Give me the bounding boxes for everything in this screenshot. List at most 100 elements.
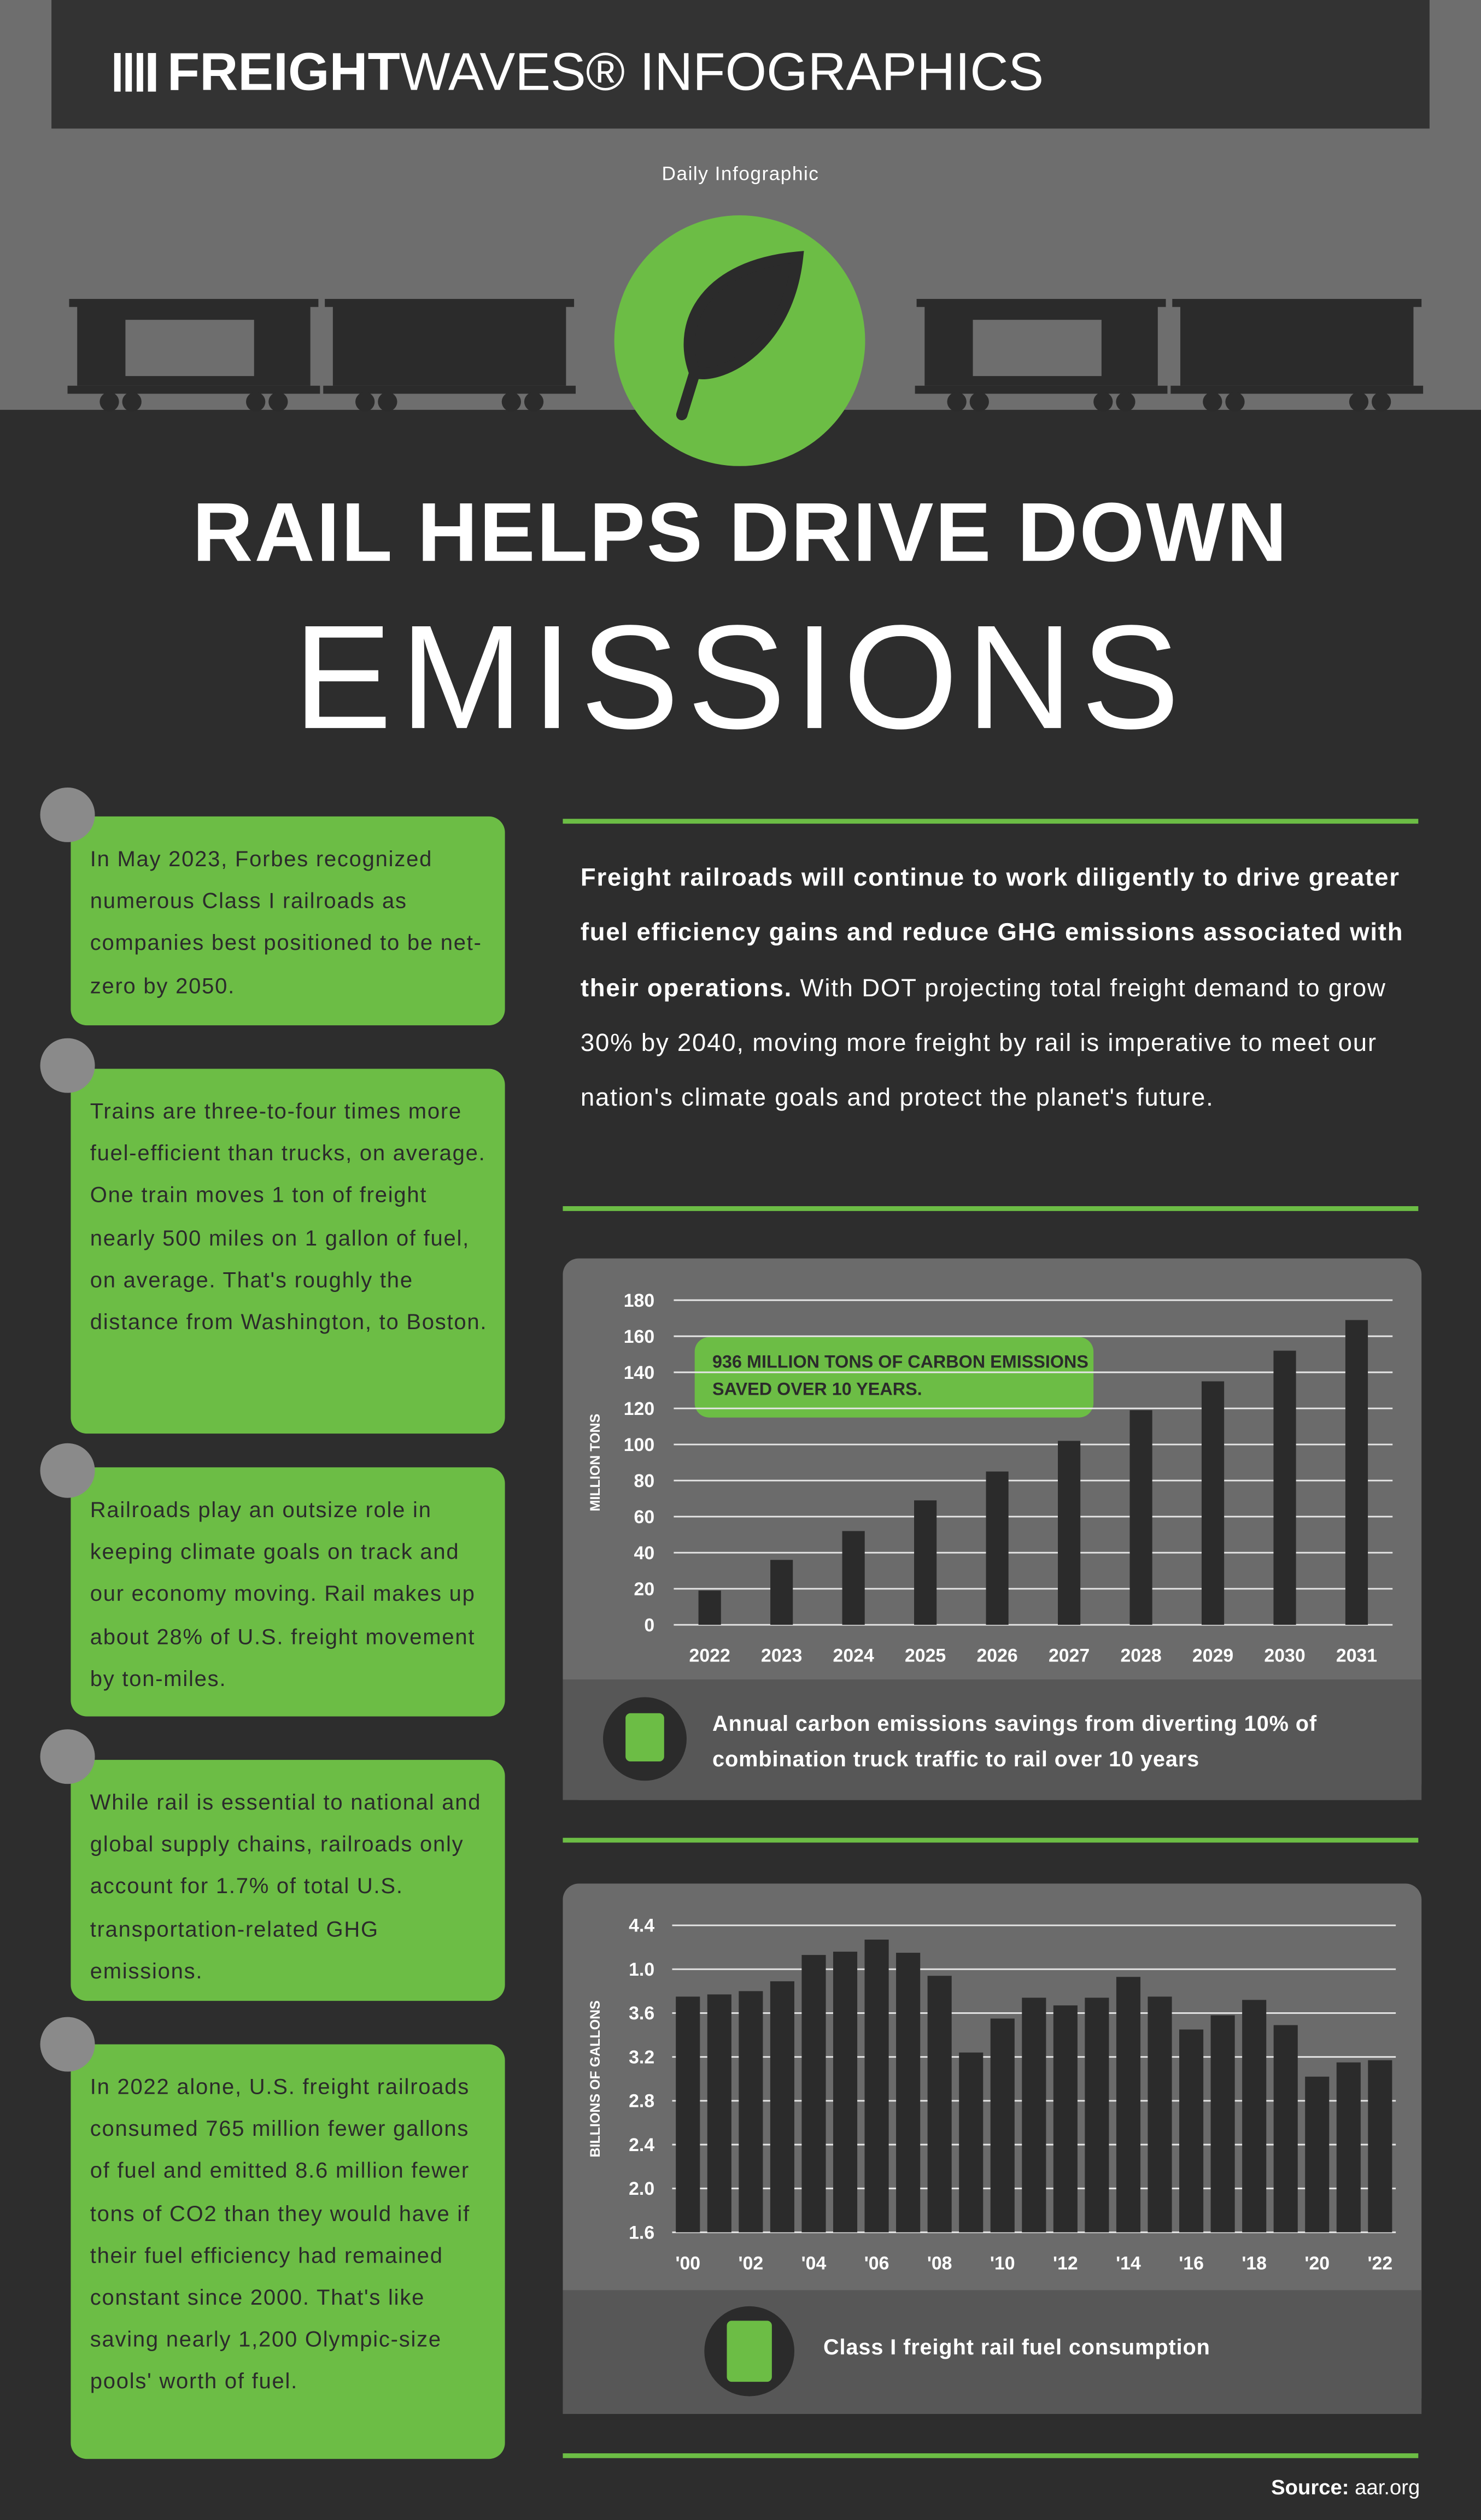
- y-tick-label: 140: [624, 1362, 654, 1383]
- title: EMISSIONS: [293, 596, 1188, 760]
- bar: [1058, 1441, 1081, 1625]
- x-tick-label: '20: [1304, 2253, 1330, 2274]
- y-tick-label: 2.8: [629, 2091, 654, 2112]
- bar: [676, 1996, 700, 2233]
- x-tick-label: '16: [1179, 2253, 1204, 2274]
- bar: [842, 1531, 865, 1625]
- y-tick-label: 3.2: [629, 2047, 654, 2067]
- x-tick-label: 2026: [976, 1646, 1017, 1666]
- x-tick-label: '04: [801, 2253, 827, 2274]
- y-tick-label: 1.0: [629, 1959, 654, 1980]
- x-tick-label: 2031: [1336, 1646, 1377, 1666]
- x-tick-label: '10: [990, 2253, 1015, 2274]
- x-tick-label: 2028: [1120, 1646, 1161, 1666]
- source-label: Source:: [1271, 2475, 1349, 2499]
- x-tick-label: '06: [864, 2253, 889, 2274]
- kicker: Daily Infographic: [662, 162, 819, 185]
- y-axis-label: BILLIONS OF GALLONS: [588, 2000, 603, 2157]
- x-tick-label: '14: [1116, 2253, 1141, 2274]
- y-tick-label: 20: [634, 1579, 655, 1600]
- bar: [1273, 1350, 1296, 1625]
- y-tick-label: 3.6: [629, 2003, 654, 2024]
- bar: [1242, 2000, 1267, 2233]
- bar: [707, 1994, 731, 2233]
- x-tick-label: '22: [1368, 2253, 1393, 2274]
- x-tick-label: '00: [675, 2253, 700, 2274]
- y-tick-label: 1.6: [629, 2222, 654, 2243]
- bar: [986, 1471, 1009, 1625]
- brand: WAVES®: [400, 42, 625, 102]
- brand: FREIGHT: [167, 42, 400, 102]
- annotation-box: [694, 1337, 1094, 1418]
- bar: [801, 1955, 826, 2233]
- x-tick-label: 2023: [761, 1646, 802, 1666]
- bar: [1273, 2025, 1298, 2233]
- bar: [896, 1953, 921, 2233]
- bar: [1085, 1998, 1109, 2233]
- logo-mark: [114, 53, 156, 92]
- intro-bold: Freight railroads will continue to work …: [580, 865, 1404, 1002]
- intro-text: With DOT projecting total freight demand…: [580, 974, 1386, 1113]
- bar: [739, 1991, 763, 2233]
- barrel-icon: [727, 2321, 772, 2382]
- y-tick-label: 0: [644, 1615, 654, 1636]
- bar: [990, 2018, 1015, 2233]
- bar: [927, 1976, 952, 2233]
- bar: [1201, 1381, 1225, 1625]
- y-axis-label: MILLION TONS: [588, 1414, 603, 1512]
- x-tick-label: 2024: [833, 1646, 874, 1666]
- leaf-icon: [676, 251, 804, 420]
- title: RAIL HELPS DRIVE DOWN: [192, 487, 1289, 580]
- bar: [959, 2052, 984, 2233]
- fact-card: Trains are three-to-four times more fuel…: [71, 1068, 505, 1434]
- y-tick-label: 40: [634, 1543, 655, 1564]
- fact-icon: [40, 1443, 95, 1498]
- bar: [1368, 2060, 1392, 2233]
- fact-card: In 2022 alone, U.S. freight railroads co…: [71, 2044, 505, 2459]
- x-tick-label: 2025: [905, 1646, 946, 1666]
- bar: [1179, 2029, 1204, 2233]
- bar: [864, 1940, 889, 2233]
- caption-band: [563, 1679, 1422, 1800]
- y-tick-label: 80: [634, 1471, 655, 1491]
- bar: [698, 1590, 721, 1625]
- bar: [914, 1500, 937, 1625]
- x-tick-label: '08: [927, 2253, 952, 2274]
- chart-caption: Class I freight rail fuel consumption: [823, 2335, 1210, 2359]
- truck-icon-body: [625, 1713, 664, 1762]
- bar: [1129, 1410, 1152, 1625]
- x-tick-label: 2027: [1049, 1646, 1090, 1666]
- fact-icon: [40, 1038, 95, 1093]
- bar: [1148, 1996, 1172, 2233]
- bar: [770, 1981, 794, 2233]
- fact-icon: [40, 2017, 95, 2072]
- fact-card: In May 2023, Forbes recognized numerous …: [71, 816, 505, 1026]
- fact-card: Railroads play an outsize role in keepin…: [71, 1467, 505, 1717]
- y-tick-label: 4.4: [629, 1916, 654, 1936]
- fact-card: While rail is essential to national and …: [71, 1760, 505, 2001]
- bar: [1336, 2062, 1361, 2233]
- y-tick-label: 100: [624, 1435, 654, 1455]
- y-tick-label: 60: [634, 1507, 655, 1528]
- header-bar: [51, 0, 1430, 129]
- bar: [1305, 2076, 1330, 2233]
- section: INFOGRAPHICS: [640, 42, 1044, 102]
- y-tick-label: 2.4: [629, 2135, 654, 2155]
- bar: [770, 1560, 793, 1625]
- x-tick-label: '02: [739, 2253, 764, 2274]
- x-tick-label: 2022: [689, 1646, 730, 1666]
- y-tick-label: 180: [624, 1290, 654, 1311]
- y-tick-label: 160: [624, 1326, 654, 1347]
- fact-icon: [40, 1729, 95, 1784]
- source-value: aar.org: [1355, 2475, 1420, 2499]
- bar: [1053, 2005, 1078, 2233]
- x-tick-label: '18: [1242, 2253, 1267, 2274]
- header: FREIGHTWAVES® INFOGRAPHICS: [113, 42, 1399, 103]
- chart-caption: Annual carbon emissions savings from div…: [712, 1711, 1317, 1771]
- bar: [1116, 1977, 1141, 2233]
- fact-icon: [40, 787, 95, 842]
- bar: [1345, 1320, 1368, 1625]
- y-tick-label: 2.0: [629, 2178, 654, 2199]
- source: Source: aar.org: [1126, 2475, 1420, 2499]
